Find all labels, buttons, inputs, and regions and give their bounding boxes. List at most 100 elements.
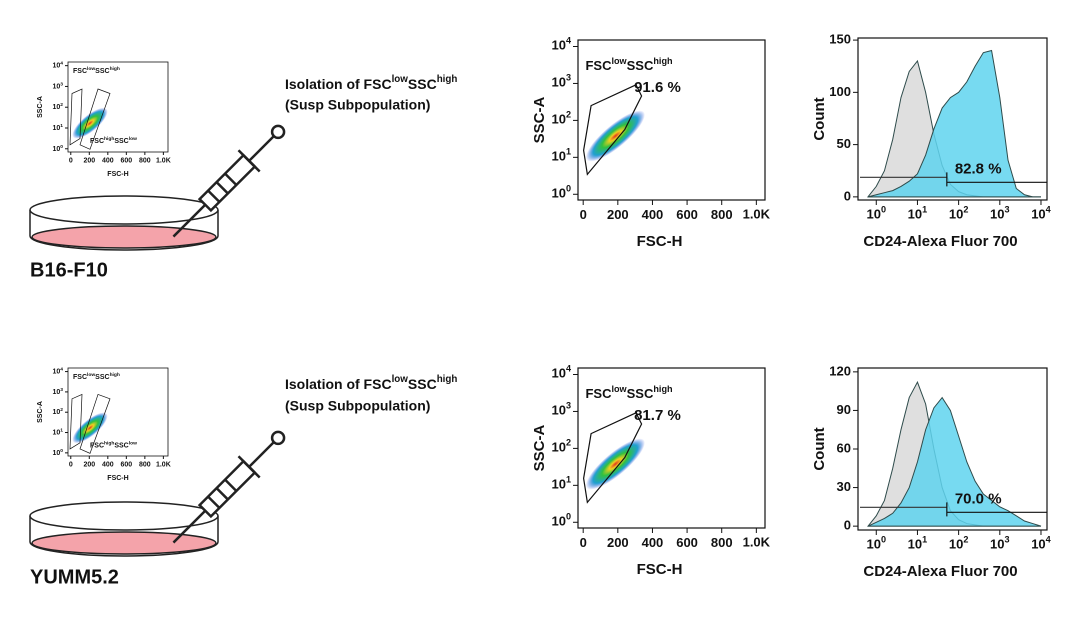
plot-frame	[577, 39, 766, 201]
tick-label: 102	[949, 535, 969, 552]
tick-label: 1.0K	[743, 207, 771, 222]
tick-label: 200	[83, 157, 95, 164]
syringe	[172, 124, 286, 238]
tick-label: 400	[102, 461, 114, 468]
tick-label: 104	[1031, 205, 1051, 222]
gate-label: FSChighSSClow	[90, 440, 137, 449]
isolation-label: Isolation of FSClowSSChigh	[285, 74, 457, 92]
x-axis-label: FSC-H	[637, 233, 683, 250]
x-axis-label: CD24-Alexa Fluor 700	[863, 233, 1017, 250]
text-part: SSC	[627, 387, 654, 402]
text-part: FSC	[73, 68, 87, 75]
superscript: high	[437, 74, 458, 85]
gate-label: FSClowSSChigh	[73, 372, 120, 381]
gate	[79, 88, 111, 150]
histogram-area	[867, 49, 1041, 198]
superscript: high	[104, 136, 114, 142]
plot	[67, 61, 169, 153]
superscript: 0	[881, 535, 886, 545]
superscript: high	[437, 374, 458, 385]
y-axis-label: Count	[811, 97, 828, 140]
text-part: SSC	[408, 76, 437, 92]
superscript: 3	[1005, 535, 1010, 545]
superscript: 0	[566, 512, 571, 522]
tick-label: 1.0K	[743, 535, 771, 550]
density-cloud	[72, 107, 108, 139]
superscript: 1	[922, 205, 927, 215]
tick-label: 1.0K	[156, 157, 171, 164]
text-part: 10	[551, 149, 565, 164]
text-part: 10	[1031, 207, 1045, 222]
tick-label: 0	[580, 207, 587, 222]
plot	[857, 37, 1048, 201]
superscript: low	[87, 66, 95, 72]
text-part: 10	[52, 409, 60, 416]
tick-label: 102	[551, 438, 571, 455]
text-part: SSC	[95, 68, 109, 75]
superscript: 1	[922, 535, 927, 545]
tick-label: 120	[829, 363, 851, 378]
superscript: 4	[566, 36, 572, 46]
isolation-label: (Susp Subpopulation)	[285, 398, 430, 414]
text-part: 10	[908, 537, 922, 552]
text-part: SSC	[114, 138, 128, 145]
text-part: 10	[990, 207, 1004, 222]
text-part: 10	[52, 63, 60, 70]
superscript: low	[87, 372, 95, 378]
tick-label: 50	[837, 136, 851, 151]
density-cloud	[585, 110, 645, 162]
tick-label: 800	[711, 207, 733, 222]
text-part: 10	[551, 75, 565, 90]
superscript: low	[392, 374, 409, 385]
text-part: 10	[551, 403, 565, 418]
tick-label: 60	[837, 440, 851, 455]
tick-label: 90	[837, 402, 851, 417]
histogram-area	[867, 396, 1042, 527]
tick-label: 100	[867, 205, 887, 222]
text-part: FSC	[90, 138, 104, 145]
gate-label: FSClowSSChigh	[73, 66, 120, 75]
isolation-label: (Susp Subpopulation)	[285, 97, 430, 113]
text-part: 1.0K	[156, 157, 171, 164]
gate	[69, 393, 83, 450]
tick-label: 101	[551, 147, 571, 164]
tick-label: 101	[908, 535, 928, 552]
gate-bracket	[946, 172, 1047, 187]
tick-label: 103	[990, 205, 1010, 222]
superscript: 2	[60, 407, 63, 413]
tick-label: 600	[120, 461, 132, 468]
text-part: SSC	[408, 376, 437, 392]
tick-label: 0	[844, 518, 851, 533]
text-part: 10	[551, 38, 565, 53]
text-part: 10	[551, 366, 565, 381]
superscript: 2	[60, 102, 63, 108]
tick-label: 150	[829, 32, 851, 47]
gate-percent: 70.0 %	[955, 490, 1002, 507]
gate-label: FSClowSSChigh	[585, 385, 672, 402]
superscript: 0	[60, 144, 63, 150]
superscript: high	[110, 66, 120, 72]
text-part: 10	[551, 186, 565, 201]
text-part: 10	[52, 450, 60, 457]
tick-label: 600	[120, 157, 132, 164]
text-part: SSC	[95, 374, 109, 381]
tick-label: 100	[52, 144, 63, 153]
superscript: 0	[60, 448, 63, 454]
y-axis-label: SSC-A	[37, 401, 44, 423]
superscript: 1	[566, 475, 571, 485]
tick-label: 800	[711, 535, 733, 550]
x-axis-label: FSC-H	[107, 171, 128, 178]
tick-label: 104	[1031, 535, 1051, 552]
text-part: 10	[551, 440, 565, 455]
tick-label: 101	[52, 427, 63, 436]
syringe	[172, 430, 286, 544]
tick-label: 0	[580, 535, 587, 550]
superscript: 1	[566, 147, 571, 157]
superscript: high	[653, 57, 672, 67]
tick-label: 800	[139, 157, 151, 164]
superscript: 4	[60, 366, 63, 372]
text-part: FSC	[73, 374, 87, 381]
superscript: high	[110, 372, 120, 378]
text-part: 10	[949, 207, 963, 222]
text-part: 10	[990, 537, 1004, 552]
